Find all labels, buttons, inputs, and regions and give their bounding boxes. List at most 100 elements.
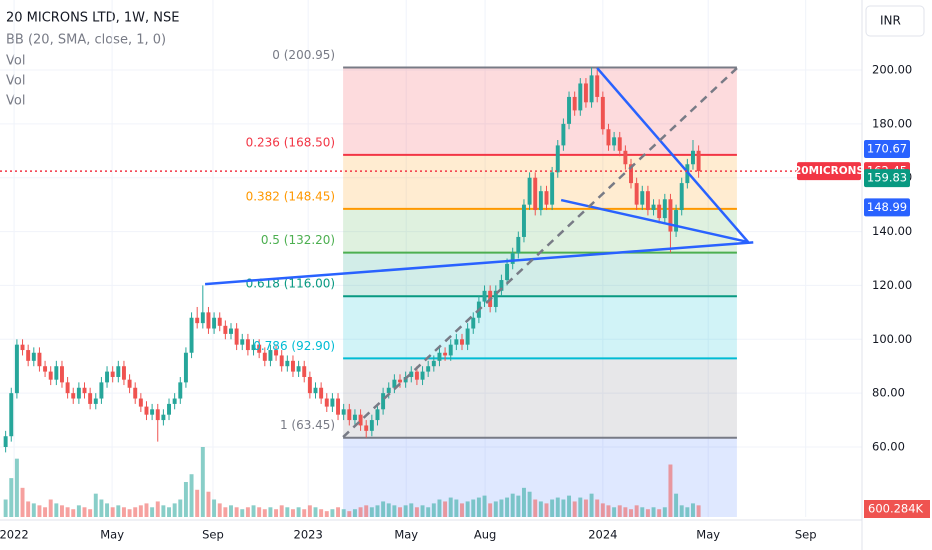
- volume-bar: [634, 505, 639, 517]
- candle-body: [352, 414, 357, 421]
- y-tick-label: 200.00: [872, 63, 912, 77]
- candle-body: [262, 352, 267, 361]
- volume-bar: [127, 509, 132, 517]
- volume-tag: [864, 500, 930, 518]
- volume-bar: [324, 511, 329, 517]
- candle-body: [313, 387, 318, 394]
- volume-bar: [685, 507, 690, 517]
- candle-body: [414, 371, 419, 380]
- y-tick-label: 140.00: [872, 224, 912, 238]
- volume-bar: [640, 507, 645, 517]
- fib-label: 0.786 (92.90): [253, 339, 335, 353]
- volume-bar: [612, 507, 617, 517]
- candle-body: [37, 352, 42, 367]
- candle-body: [538, 191, 543, 211]
- volume-bar: [651, 507, 656, 517]
- volume-bar: [352, 509, 357, 517]
- volume-bar: [482, 495, 487, 517]
- candle-body: [392, 379, 397, 388]
- currency-label: INR: [880, 14, 901, 28]
- volume-bar: [268, 507, 273, 517]
- volume-bar: [167, 507, 171, 517]
- volume-bar: [600, 503, 605, 517]
- candle-body: [561, 123, 566, 146]
- candle-body: [65, 382, 70, 394]
- candle-body: [183, 352, 188, 383]
- volume-bar: [516, 495, 521, 517]
- volume-bar: [561, 499, 566, 517]
- candle-body: [550, 172, 555, 205]
- candle-body: [155, 409, 160, 421]
- candle-body: [279, 355, 284, 367]
- volume-bar: [330, 509, 335, 517]
- volume-bar: [403, 505, 408, 517]
- volume-bar: [589, 493, 594, 517]
- volume-bar: [195, 489, 200, 517]
- candle-body: [651, 204, 656, 211]
- x-tick-label: 2022: [0, 528, 29, 542]
- x-tick-label: May: [696, 528, 720, 542]
- candle-body: [657, 204, 662, 219]
- y-tick-label: 180.00: [872, 116, 912, 130]
- candle-body: [679, 183, 684, 211]
- candle-body: [381, 393, 386, 410]
- candle-body: [133, 387, 138, 399]
- trend-line: [204, 241, 754, 286]
- volume-bar: [133, 507, 138, 517]
- fib-label: 0.5 (132.20): [261, 233, 335, 247]
- candle-body: [319, 387, 324, 399]
- candle-body: [606, 129, 611, 146]
- volume-bar: [206, 491, 211, 517]
- candle-body: [662, 199, 667, 219]
- candle-body: [3, 436, 8, 447]
- currency-button[interactable]: [865, 5, 925, 37]
- candle-body: [189, 317, 194, 353]
- candle-body: [110, 371, 115, 377]
- volume-bar: [550, 499, 555, 517]
- volume-bar: [54, 503, 59, 517]
- candle-body: [600, 96, 605, 130]
- volume-bar: [420, 505, 425, 517]
- candle-body: [623, 150, 628, 165]
- candle-body: [691, 150, 695, 165]
- candle-body: [674, 210, 679, 232]
- candle-body: [555, 145, 560, 173]
- candle-body: [82, 387, 87, 394]
- y-tick-label: 100.00: [872, 332, 912, 346]
- candle-body: [521, 204, 526, 237]
- volume-bar: [302, 509, 307, 517]
- volume-bar: [696, 505, 701, 517]
- volume-bar: [43, 507, 48, 517]
- price-tag: [864, 169, 910, 188]
- volume-bar: [437, 499, 442, 517]
- volume-bar: [189, 474, 194, 517]
- volume-bar: [161, 505, 166, 517]
- candle-body: [144, 406, 149, 415]
- candle-body: [645, 191, 650, 211]
- volume-bar: [223, 507, 228, 517]
- volume-bar: [240, 509, 245, 517]
- fib-zone: [343, 296, 737, 359]
- x-tick-label: 2024: [588, 528, 617, 542]
- volume-bar: [93, 493, 98, 517]
- pane-label: Vol: [6, 54, 25, 69]
- volume-bar: [544, 503, 549, 517]
- candle-body: [200, 312, 205, 324]
- candle-body: [443, 352, 448, 356]
- volume-bar: [65, 507, 70, 517]
- candle-body: [482, 290, 487, 302]
- candle-body: [285, 360, 290, 367]
- volume-bar: [493, 501, 498, 517]
- candle-body: [347, 409, 352, 421]
- candle-body: [26, 350, 31, 361]
- volume-bar: [572, 501, 577, 517]
- volume-bar: [578, 497, 583, 517]
- candle-body: [533, 177, 538, 211]
- trend-line: [596, 67, 750, 243]
- volume-bar: [448, 497, 453, 517]
- candle-body: [668, 199, 673, 232]
- candle-body: [14, 344, 19, 394]
- candle-body: [76, 387, 81, 399]
- candle-body: [696, 150, 701, 172]
- candle-body: [167, 403, 171, 415]
